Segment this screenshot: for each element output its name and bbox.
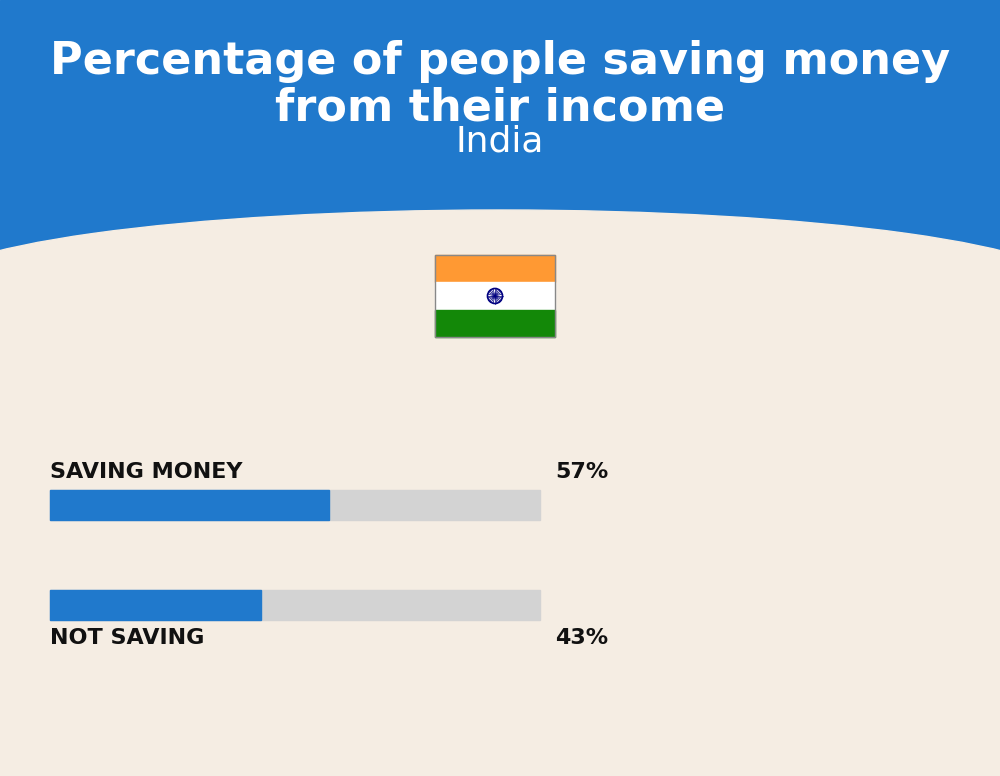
Bar [0,0,1000,290]
Bar [50,590,540,620]
Text: NOT SAVING: NOT SAVING [50,628,204,648]
Text: 57%: 57% [555,462,608,482]
Bar [435,255,555,337]
Text: from their income: from their income [275,86,725,130]
Text: Percentage of people saving money: Percentage of people saving money [50,40,950,83]
Ellipse shape [0,210,1000,370]
Text: India: India [456,125,544,159]
Bar [50,490,329,520]
Bar [435,282,555,310]
Bar [50,490,540,520]
Bar [435,310,555,337]
Bar [50,590,261,620]
Text: SAVING MONEY: SAVING MONEY [50,462,242,482]
Bar [435,255,555,282]
Text: 43%: 43% [555,628,608,648]
